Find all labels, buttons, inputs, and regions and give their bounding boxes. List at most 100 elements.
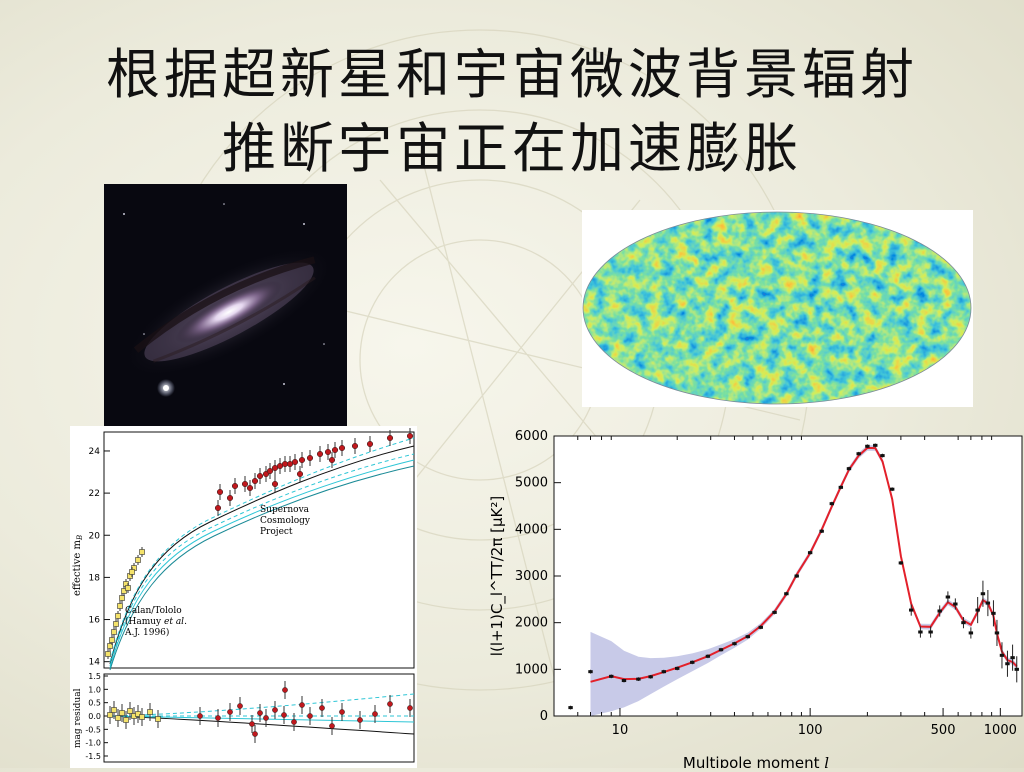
sn-point-scp <box>231 482 239 490</box>
y-tick-label: 6000 <box>515 429 548 444</box>
sn-residual-point-calan <box>119 710 125 716</box>
label-calan-1: Calan/Tololo <box>125 606 182 616</box>
y-axis-ticks: 0 1000 2000 3000 4000 5000 6000 <box>515 429 561 724</box>
sn-point-scp <box>328 456 336 464</box>
x-axis-label: Multipole moment l <box>683 754 829 768</box>
sn-point-scp <box>256 472 264 480</box>
sn-residual-point-calan <box>111 707 117 713</box>
sn-residual-point-scp <box>407 705 413 711</box>
data-point <box>609 674 614 678</box>
x-tick-label: 1000 <box>984 723 1017 738</box>
sn-point-scp <box>306 454 314 462</box>
data-point <box>675 666 680 670</box>
best-fit-curve <box>590 446 1018 683</box>
data-point <box>968 631 974 635</box>
label-scp-2: Cosmology <box>260 516 311 526</box>
sn-residual-axis-label: mag residual <box>73 688 83 748</box>
label-scp-3: Project <box>260 527 293 537</box>
sn-residual-tick-label: 1.5 <box>88 672 101 681</box>
data-point <box>928 630 933 634</box>
sn-point-scp <box>226 494 234 502</box>
sn-residual-point-scp <box>252 731 258 737</box>
label-calan-3: A.J. 1996) <box>124 627 169 638</box>
sn-residual-point-calan <box>135 711 141 717</box>
cmb-power-spectrum-chart: 10 100 500 1000 0 1000 2000 3000 4000 5000 6000 M… <box>486 426 1024 772</box>
sn-residual-point-calan <box>155 716 161 722</box>
sn-point-scp <box>271 480 279 488</box>
sn-point-scp <box>298 456 306 464</box>
sn-residual-point-scp <box>291 719 297 725</box>
sn-residual-point-scp <box>227 709 233 715</box>
data-point <box>918 630 923 634</box>
data-point <box>705 654 711 658</box>
sn-point-scp <box>214 504 222 512</box>
sn-point-scp <box>241 480 249 488</box>
sn-point-calan <box>113 621 119 627</box>
data-points <box>568 443 1019 710</box>
data-point <box>758 625 763 629</box>
supernova-galaxy-photo <box>104 184 347 426</box>
sn-residual-point-scp <box>215 715 221 721</box>
data-point <box>807 551 813 555</box>
cmb-sky-map <box>582 210 973 407</box>
sn-point-scp <box>316 450 324 458</box>
sn-point-calan <box>139 549 145 555</box>
sn-residual-frame <box>103 673 415 763</box>
sn-y-tick-label: 18 <box>89 573 101 583</box>
data-point <box>636 677 641 681</box>
sn-point-scp <box>296 470 304 478</box>
data-point <box>568 706 573 710</box>
sn-point-calan <box>119 595 125 601</box>
data-point <box>661 670 666 674</box>
sn-data-points <box>105 428 414 659</box>
data-point <box>975 608 980 612</box>
sn-y-tick-label: 16 <box>89 616 101 626</box>
sn-residual-point-scp <box>319 705 325 711</box>
sn-residual-tick-label: -1.0 <box>85 739 101 748</box>
data-point <box>745 635 750 639</box>
data-point <box>829 502 835 506</box>
sn-point-scp <box>406 432 414 440</box>
label-calan-2: (Hamuy et al. <box>125 616 187 627</box>
cosmic-variance-band <box>590 445 1017 716</box>
data-point <box>588 670 593 674</box>
data-point <box>961 621 966 625</box>
data-point <box>994 631 1000 635</box>
data-point <box>945 595 951 599</box>
data-point <box>880 454 885 458</box>
y-tick-label: 1000 <box>515 662 548 677</box>
y-tick-label: 4000 <box>515 522 548 537</box>
data-point <box>999 653 1005 657</box>
sn-residual-point-scp <box>272 707 278 713</box>
data-point <box>838 485 844 489</box>
sn-point-calan <box>125 585 131 591</box>
data-point <box>937 609 942 613</box>
sn-y-tick-label: 24 <box>89 447 101 457</box>
sn-point-calan <box>117 603 123 609</box>
data-point <box>846 467 852 471</box>
sn-residual-point-scp <box>357 717 363 723</box>
y-axis-label: l(l+1)C_l^TT/2π [μK²] <box>488 496 507 656</box>
sn-point-scp <box>251 477 259 485</box>
sn-point-scp <box>291 458 299 466</box>
sn-residual-point-scp <box>257 710 263 716</box>
sn-residual-point-calan <box>123 717 129 723</box>
sn-point-calan <box>109 637 115 643</box>
sn-point-calan <box>135 557 141 563</box>
sn-residual-tick-label: 0.0 <box>88 712 101 721</box>
sn-point-calan <box>121 588 127 594</box>
sn-point-scp <box>266 467 274 475</box>
sn-residual-point-scp <box>339 709 345 715</box>
sn-point-scp <box>324 448 332 456</box>
data-point <box>889 487 895 491</box>
sn-y-ticks: 24 22 20 18 16 14 <box>89 447 110 668</box>
supernova-hubble-diagram: 24 22 20 18 16 14 1.5 1.0 0.5 0.0 -0.5 -1.0 -1.5 Su… <box>70 426 417 768</box>
x-tick-label: 100 <box>798 723 823 738</box>
sn-residual-point-scp <box>387 701 393 707</box>
data-point <box>865 444 870 448</box>
sn-point-scp <box>331 446 339 454</box>
data-point <box>898 561 904 565</box>
x-tick-label: 10 <box>612 723 629 738</box>
y-tick-label: 5000 <box>515 476 548 491</box>
data-point <box>991 611 996 615</box>
